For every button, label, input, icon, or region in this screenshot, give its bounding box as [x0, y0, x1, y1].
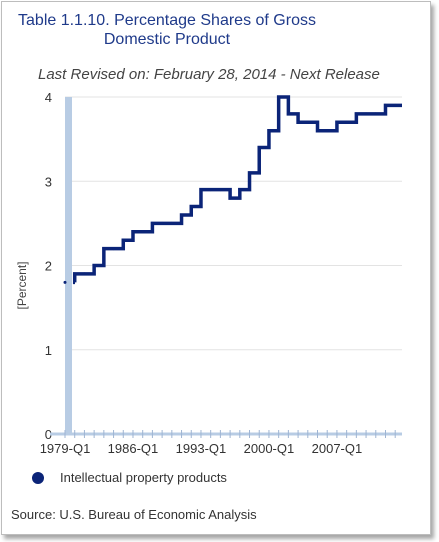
- data-point: [209, 188, 213, 192]
- data-point: [248, 171, 252, 175]
- data-point: [267, 129, 271, 133]
- data-point: [306, 120, 310, 124]
- data-point: [160, 221, 164, 225]
- data-point: [335, 120, 339, 124]
- y-tick-label: 1: [45, 343, 52, 358]
- data-point: [316, 129, 320, 133]
- data-point: [218, 188, 222, 192]
- data-point: [112, 247, 116, 251]
- data-point: [374, 112, 378, 116]
- series-line: [72, 95, 402, 285]
- chart-title: Table 1.1.10. Percentage Shares of Gross…: [18, 12, 316, 48]
- legend[interactable]: Intellectual property products: [32, 470, 227, 485]
- chart-panel: Table 1.1.10. Percentage Shares of Gross…: [1, 1, 431, 535]
- x-tick-label: 1993-Q1: [176, 441, 227, 456]
- data-point: [228, 196, 232, 200]
- data-point: [180, 213, 184, 217]
- x-tick-label: 1979-Q1: [40, 441, 91, 456]
- data-point: [73, 272, 77, 276]
- data-point: [296, 120, 300, 124]
- data-point: [102, 247, 106, 251]
- y-tick-label: 2: [45, 259, 52, 274]
- data-point: [131, 230, 135, 234]
- y-tick-label: 3: [45, 174, 52, 189]
- data-point: [63, 280, 67, 284]
- y-axis-band: [65, 97, 72, 434]
- data-point: [189, 205, 193, 209]
- data-point: [393, 103, 397, 107]
- legend-marker: [32, 471, 44, 484]
- data-point: [141, 230, 145, 234]
- data-point: [257, 146, 261, 150]
- data-point: [121, 238, 125, 242]
- data-point: [286, 112, 290, 116]
- data-point: [92, 264, 96, 267]
- y-tick-label: 4: [45, 90, 52, 105]
- data-point: [364, 112, 368, 116]
- x-tick-label: 2007-Q1: [312, 441, 363, 456]
- chart-subtitle: Last Revised on: February 28, 2014 - Nex…: [38, 66, 380, 83]
- y-tick-label: 0: [45, 427, 52, 442]
- data-point: [277, 95, 281, 99]
- data-point: [170, 221, 174, 225]
- x-tick-label: 2000-Q1: [244, 441, 295, 456]
- data-point: [383, 103, 387, 107]
- data-point: [150, 221, 154, 225]
- data-point: [354, 112, 358, 116]
- data-point: [199, 188, 203, 192]
- data-point: [82, 272, 86, 276]
- data-point: [238, 188, 242, 192]
- data-point: [345, 120, 349, 124]
- data-point: [325, 129, 329, 133]
- source-note: Source: U.S. Bureau of Economic Analysis: [11, 507, 257, 522]
- x-tick-label: 1986-Q1: [108, 441, 159, 456]
- line-chart: 0 1 2 3 4 1979-Q1 1986-Q1 1993-Q1 2000-Q1 2007-Q1…: [15, 90, 402, 456]
- y-axis-label: [Percent]: [15, 261, 29, 309]
- legend-label: Intellectual property products: [60, 470, 227, 485]
